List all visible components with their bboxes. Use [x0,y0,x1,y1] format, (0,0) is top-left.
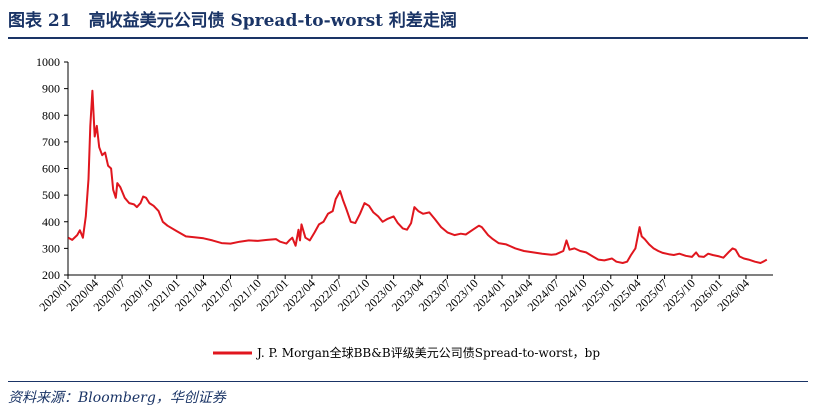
series-line [67,89,768,264]
legend-label: J. P. Morgan全球BB&B评级美元公司债Spread-to-worst… [255,345,600,360]
y-tick-label: 200 [42,268,60,282]
series-layer [67,89,768,264]
legend: J. P. Morgan全球BB&B评级美元公司债Spread-to-worst… [213,345,600,360]
y-tick-label: 800 [42,108,60,122]
y-tick-label: 900 [42,82,60,96]
figure-title: 图表 21 高收益美元公司债 Spread-to-worst 利差走阔 [8,11,457,31]
y-tick-label: 400 [42,215,60,229]
y-axis: 200 300 400 500 600 700 800 900 1000 [36,55,69,282]
spread-line-chart: 200 300 400 500 600 700 800 900 1000 2020/012020… [36,55,773,360]
y-tick-label: 500 [42,188,60,202]
x-axis: 2020/012020/042020/072020/102021/012021/… [36,274,773,314]
y-tick-label: 300 [42,241,60,255]
title-divider [8,37,808,39]
y-tick-label: 600 [42,162,60,176]
source-note: 资料来源：Bloomberg，华创证券 [8,390,226,406]
y-tick-label: 1000 [36,55,60,69]
y-tick-label: 700 [42,135,60,149]
footer-divider [8,381,808,382]
